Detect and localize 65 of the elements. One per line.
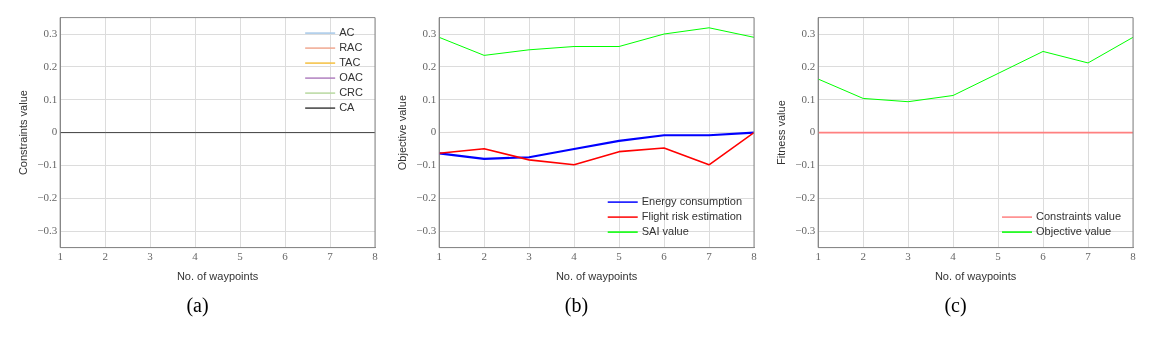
x-tick-label: 6 [281,250,288,263]
x-tick-label: 2 [859,250,866,263]
y-axis-title: Fitness value [774,100,787,166]
y-tick-label: −0.1 [415,158,436,171]
x-tick-label: 4 [570,250,577,263]
y-tick-label: −0.1 [36,158,57,171]
y-tick-label: 0.2 [42,59,57,72]
x-tick-label: 3 [525,250,532,263]
text: (a) [186,294,209,317]
y-tick-label: −0.2 [36,191,57,204]
y-tick-label: −0.2 [415,191,436,204]
y-axis-title: Objective value [395,94,408,171]
x-axis-title: No. of waypoints [934,270,1017,283]
y-tick-label: −0.2 [794,191,815,204]
x-tick-label: 8 [371,250,378,263]
y-tick-label: 0.3 [800,26,816,39]
x-tick-label: 2 [480,250,487,263]
x-tick-label: 5 [236,250,243,263]
y-tick-label: 0.1 [42,92,57,105]
x-tick-label: 1 [56,250,63,263]
x-tick-label: 7 [705,250,712,263]
legend-label: AC [338,26,354,39]
x-tick-label: 4 [191,250,198,263]
x-tick-label: 3 [904,250,911,263]
legend-label: Objective value [1035,225,1111,238]
y-tick-label: −0.3 [36,224,58,237]
x-axis-title: No. of waypoints [555,270,638,283]
legend-label: OAC [338,71,363,84]
y-tick-label: −0.3 [415,224,437,237]
legend-label: TAC [338,56,360,69]
legend-label: CA [338,101,355,114]
legend-label: CRC [338,86,363,99]
x-tick-label: 5 [994,250,1001,263]
x-axis-title: No. of waypoints [176,270,259,283]
y-tick-label: 0.3 [42,26,58,39]
y-tick-label: 0.2 [800,59,815,72]
y-tick-label: 0 [430,125,437,138]
y-tick-label: −0.1 [794,158,815,171]
legend-label: RAC [338,41,362,54]
x-tick-label: 7 [326,250,333,263]
x-tick-label: 2 [101,250,108,263]
x-tick-label: 7 [1084,250,1091,263]
x-tick-label: 8 [1129,250,1136,263]
y-tick-label: 0.1 [421,92,436,105]
legend-label: Flight risk estimation [641,210,742,223]
y-tick-label: 0.2 [421,59,436,72]
y-tick-label: 0 [51,125,58,138]
y-tick-label: −0.3 [794,224,816,237]
y-tick-label: 0 [809,125,816,138]
y-tick-label: 0.3 [421,26,437,39]
x-tick-label: 6 [1039,250,1046,263]
x-tick-label: 1 [435,250,442,263]
y-axis-title: Constraints value [16,90,29,176]
x-tick-label: 3 [146,250,153,263]
y-tick-label: 0.1 [800,92,815,105]
x-tick-label: 1 [814,250,821,263]
x-tick-label: 4 [949,250,956,263]
legend-label: Constraints value [1035,210,1121,223]
text: (b) [564,294,589,317]
x-tick-label: 8 [750,250,757,263]
x-tick-label: 6 [660,250,667,263]
legend-label: Energy consumption [641,195,742,208]
x-tick-label: 5 [615,250,622,263]
text: (c) [944,294,967,317]
legend-label: SAI value [641,225,689,238]
